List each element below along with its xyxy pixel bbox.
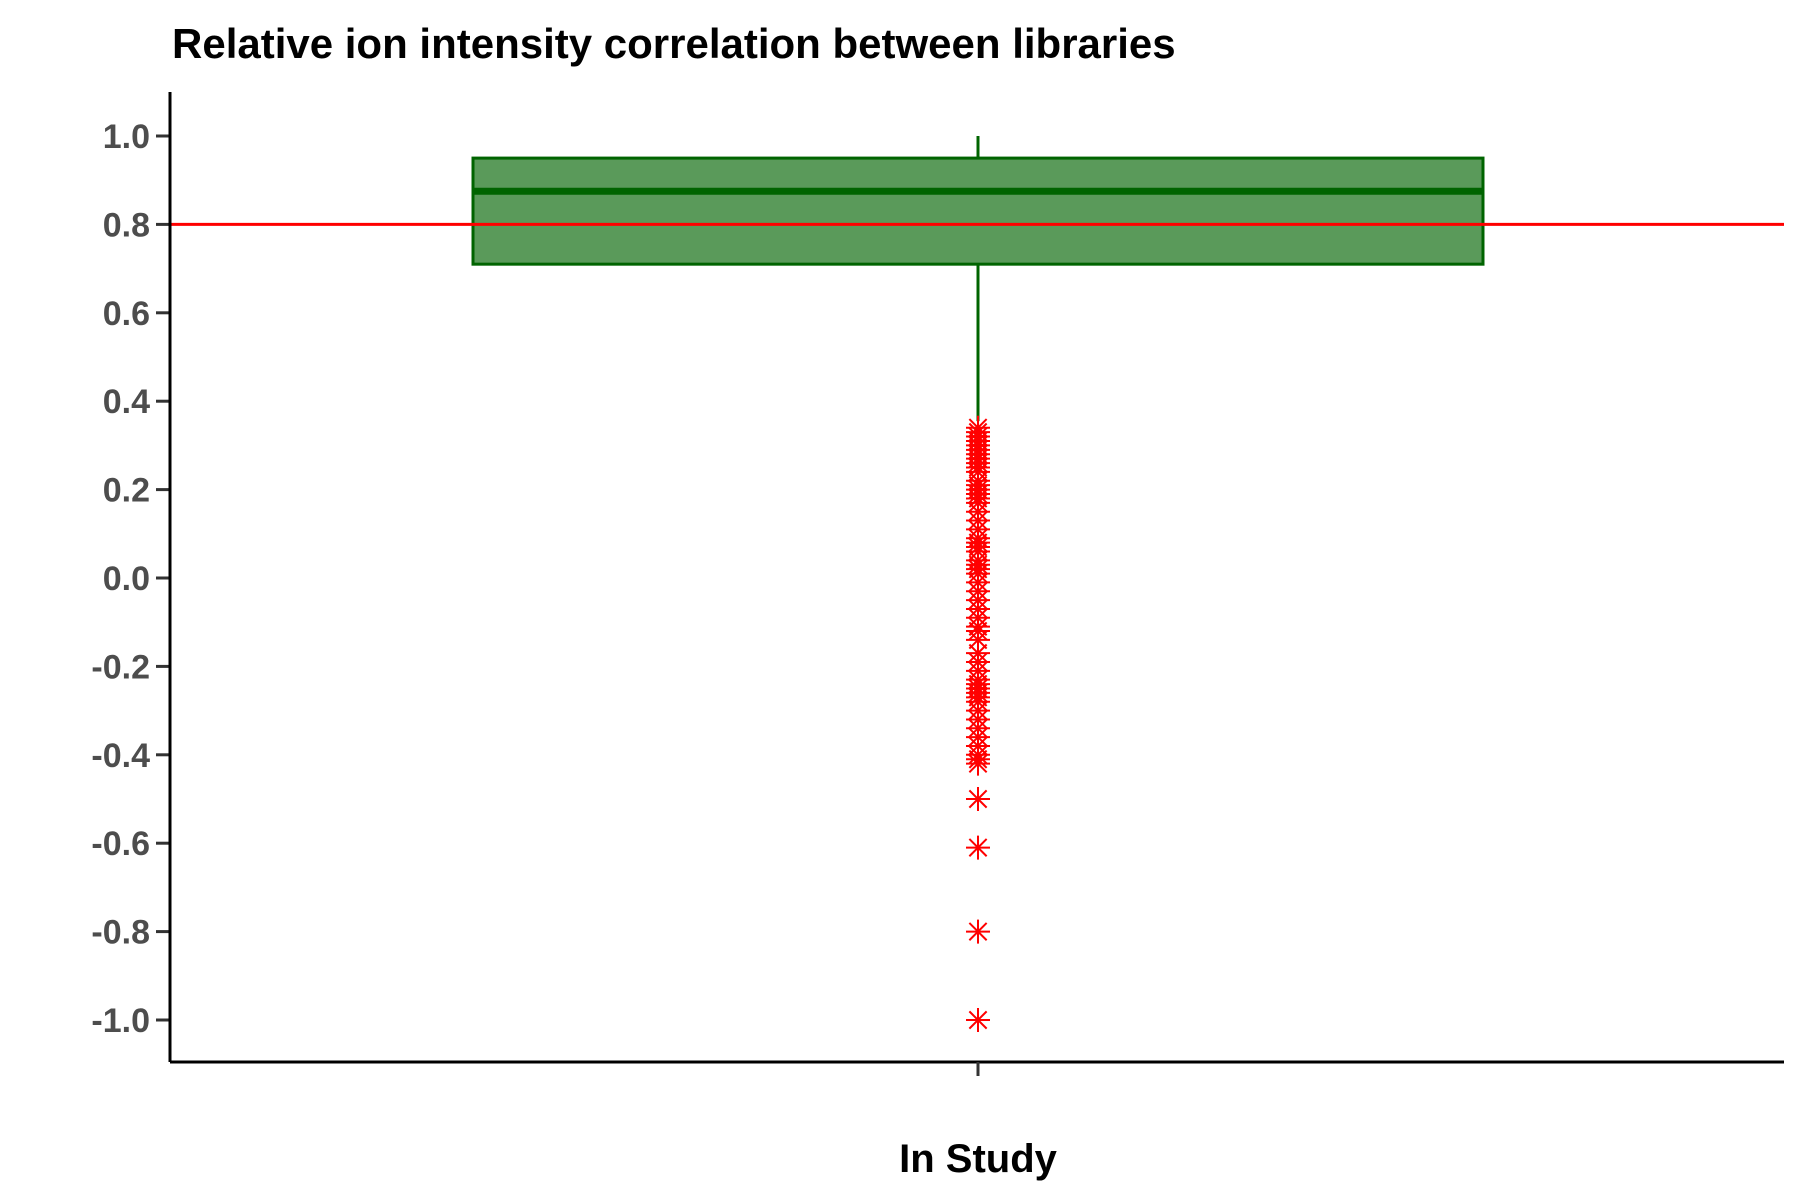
y-tick-label: -0.2 <box>91 648 150 686</box>
chart-title: Relative ion intensity correlation betwe… <box>172 20 1176 67</box>
y-tick-label: -0.8 <box>91 914 150 952</box>
outlier-point <box>966 751 990 776</box>
y-tick-label: 0.4 <box>103 383 150 421</box>
outlier-point <box>966 787 990 811</box>
x-category-label: In Study <box>899 1137 1058 1181</box>
interquartile-box <box>471 156 1485 266</box>
y-tick-label: -0.6 <box>91 825 150 863</box>
outlier-point <box>966 835 990 860</box>
y-tick-label: -1.0 <box>91 1002 150 1040</box>
y-tick-label: 0.0 <box>103 560 150 598</box>
y-tick-label: 1.0 <box>103 118 150 156</box>
y-tick-label: 0.2 <box>103 472 150 510</box>
box-plot <box>471 136 1485 422</box>
outlier-point <box>966 919 990 944</box>
y-axis-ticks: 1.0 0.8 0.6 0.4 0.2 0.0 -0.2 -0.4 -0.6 -0.8 -1.0 <box>91 118 170 1040</box>
y-tick-label: 0.8 <box>103 206 150 244</box>
y-tick-label: -0.4 <box>91 737 150 775</box>
y-tick-label: 0.6 <box>103 295 150 333</box>
outlier-point <box>966 1008 990 1032</box>
outlier-points <box>966 415 990 1032</box>
